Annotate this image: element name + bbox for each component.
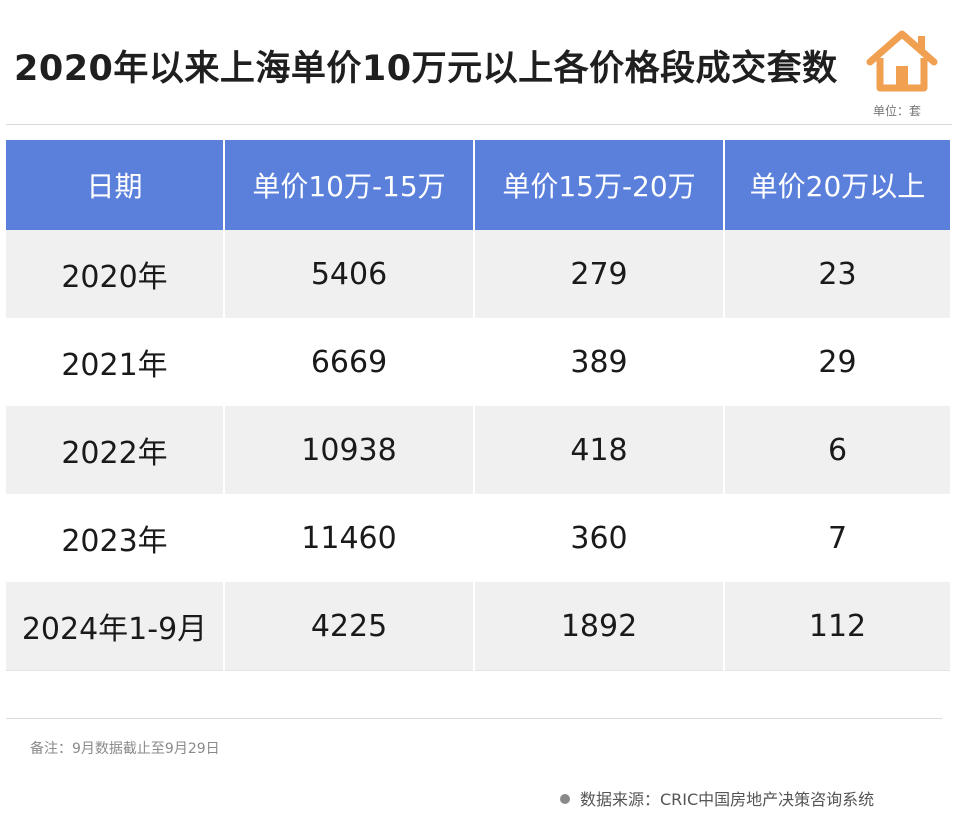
unit-label: 单位：套 xyxy=(873,104,922,118)
bottom-divider xyxy=(6,718,942,719)
cell-value: 279 xyxy=(474,230,725,318)
cell-value: 112 xyxy=(724,582,950,671)
house-icon xyxy=(866,30,938,92)
table-row: 2021年 6669 389 29 xyxy=(6,318,950,406)
header-range-20-plus: 单价20万以上 xyxy=(724,140,950,230)
cell-value: 4225 xyxy=(224,582,475,671)
header-range-15-20: 单价15万-20万 xyxy=(474,140,725,230)
cell-date: 2024年1-9月 xyxy=(6,582,225,671)
cell-value: 10938 xyxy=(224,406,475,494)
data-table: 日期 单价10万-15万 单价15万-20万 单价20万以上 2020年 540… xyxy=(6,140,950,671)
cell-date: 2023年 xyxy=(6,494,225,582)
table-row: 2022年 10938 418 6 xyxy=(6,406,950,494)
source-text: 数据来源：CRIC中国房地产决策咨询系统 xyxy=(580,790,875,809)
cell-value: 23 xyxy=(724,230,950,318)
cell-value: 6 xyxy=(724,406,950,494)
cell-date: 2022年 xyxy=(6,406,225,494)
chart-title: 2020年以来上海单价10万元以上各价格段成交套数 xyxy=(14,49,838,89)
cell-value: 389 xyxy=(474,318,725,406)
table-header-row: 日期 单价10万-15万 单价15万-20万 单价20万以上 xyxy=(6,140,950,230)
footnote: 备注：9月数据截止至9月29日 xyxy=(30,741,220,757)
cell-value: 5406 xyxy=(224,230,475,318)
table-row: 2020年 5406 279 23 xyxy=(6,230,950,318)
cell-value: 6669 xyxy=(224,318,475,406)
cell-value: 418 xyxy=(474,406,725,494)
cell-value: 11460 xyxy=(224,494,475,582)
header-range-10-15: 单价10万-15万 xyxy=(224,140,475,230)
cell-value: 29 xyxy=(724,318,950,406)
cell-value: 360 xyxy=(474,494,725,582)
cell-value: 7 xyxy=(724,494,950,582)
table-row: 2023年 11460 360 7 xyxy=(6,494,950,582)
table-row: 2024年1-9月 4225 1892 112 xyxy=(6,582,950,671)
header-date: 日期 xyxy=(6,140,225,230)
cell-date: 2020年 xyxy=(6,230,225,318)
cell-value: 1892 xyxy=(474,582,725,671)
bullet-dot-icon xyxy=(560,793,570,804)
source-line: 数据来源：CRIC中国房地产决策咨询系统 xyxy=(560,786,874,810)
cell-date: 2021年 xyxy=(6,318,225,406)
top-divider xyxy=(6,124,952,125)
